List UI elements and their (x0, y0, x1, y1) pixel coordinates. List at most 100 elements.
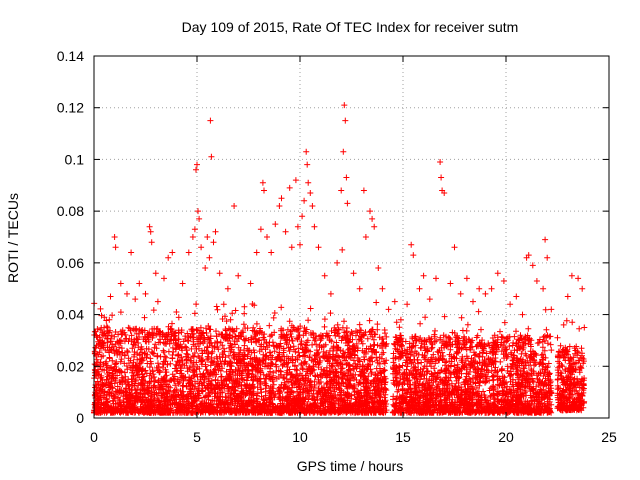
roti-point (371, 386, 378, 393)
roti-point (378, 370, 385, 377)
roti-point (174, 406, 181, 413)
roti-point (271, 310, 278, 316)
roti-point (273, 363, 280, 370)
roti-point (314, 396, 321, 403)
roti-point (114, 383, 121, 390)
roti-point (126, 387, 133, 394)
roti-point (190, 353, 197, 360)
roti-point (331, 388, 337, 395)
roti-point (315, 349, 322, 356)
roti-point (179, 344, 185, 351)
roti-point (148, 349, 155, 355)
roti-point (252, 338, 259, 345)
roti-point (111, 343, 117, 350)
roti-point (132, 342, 139, 349)
roti-point (286, 384, 293, 391)
roti-point (267, 349, 274, 356)
roti-point (367, 355, 374, 362)
roti-point (317, 374, 324, 381)
roti-point (156, 401, 163, 408)
roti-point (192, 378, 198, 385)
roti-point (232, 387, 239, 394)
roti-point (220, 345, 227, 352)
roti-point (290, 389, 297, 396)
roti-point (379, 345, 386, 351)
roti-point (138, 379, 145, 386)
roti-point (306, 363, 313, 370)
roti-point (372, 371, 379, 378)
roti-point (174, 352, 181, 359)
roti-point (283, 339, 290, 346)
roti-point (154, 395, 161, 401)
roti-point (175, 314, 182, 321)
roti-point (158, 375, 165, 382)
roti-point (164, 361, 171, 368)
roti-point (325, 392, 332, 399)
roti-point (342, 357, 349, 364)
roti-point (313, 332, 320, 339)
roti-point (383, 333, 390, 340)
roti-point (352, 371, 359, 378)
roti-point (135, 344, 142, 351)
roti-point (114, 338, 121, 345)
roti-point (146, 390, 152, 397)
roti-point (285, 355, 292, 362)
roti-point (122, 404, 129, 411)
roti-point (161, 353, 168, 360)
roti-point (302, 372, 309, 379)
roti-point (173, 368, 180, 375)
roti-point (346, 346, 353, 353)
roti-point (235, 344, 242, 351)
roti-point (271, 348, 278, 355)
roti-point (150, 307, 157, 314)
roti-point (107, 381, 113, 388)
roti-point (96, 340, 103, 347)
roti-point (321, 323, 328, 330)
roti-point (381, 373, 388, 380)
roti-point (169, 371, 176, 378)
roti-point (333, 384, 340, 391)
roti-point (141, 333, 148, 340)
roti-point (296, 352, 303, 359)
roti-point (130, 359, 137, 366)
roti-point (353, 340, 360, 347)
roti-point (119, 349, 126, 356)
roti-point (219, 316, 226, 322)
roti-point (117, 309, 124, 316)
roti-point (276, 351, 283, 358)
roti-point (94, 378, 101, 385)
roti-point (120, 399, 127, 406)
roti-point (240, 321, 247, 328)
roti-point (250, 405, 257, 412)
roti-point (179, 388, 186, 395)
roti-point (142, 350, 149, 357)
roti-point (312, 372, 318, 379)
roti-point (182, 394, 189, 401)
roti-point (336, 326, 342, 333)
roti-point (193, 301, 200, 308)
roti-point (214, 394, 221, 401)
roti-point (182, 343, 189, 350)
roti-point (182, 353, 189, 360)
roti-point (268, 332, 275, 339)
roti-point (214, 306, 221, 313)
roti-point (339, 324, 346, 331)
roti-point (288, 327, 295, 334)
roti-point (233, 359, 240, 366)
roti-point (213, 303, 220, 310)
roti-point (167, 360, 174, 367)
roti-point (241, 342, 248, 349)
roti-point (129, 345, 136, 352)
roti-point (172, 382, 179, 389)
roti-point (223, 318, 230, 325)
roti-point (248, 334, 255, 341)
roti-point (213, 328, 219, 335)
roti-point (115, 339, 121, 346)
roti-point (333, 395, 339, 402)
roti-point (336, 333, 343, 340)
roti-point (121, 377, 127, 384)
roti-point (118, 356, 125, 363)
roti-point (280, 349, 287, 356)
roti-point (229, 327, 236, 334)
roti-point (213, 353, 220, 360)
